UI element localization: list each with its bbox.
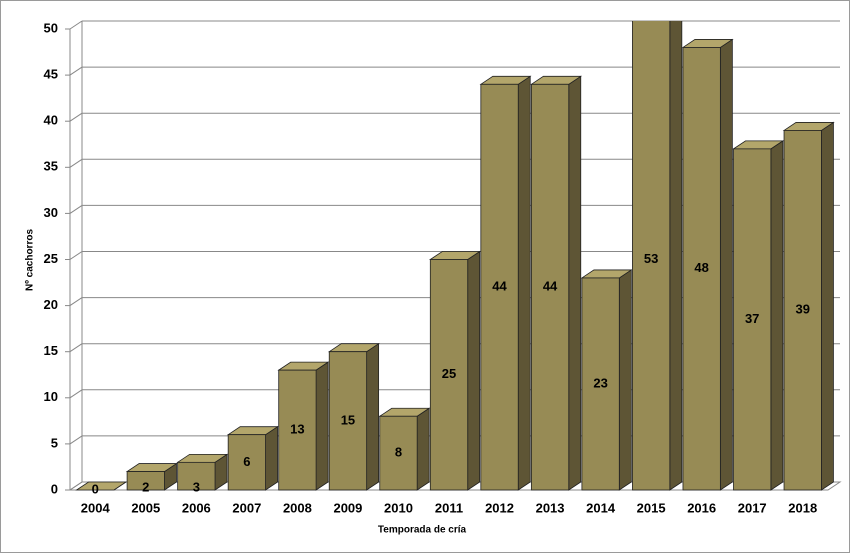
bar	[681, 38, 734, 491]
grid-line	[69, 20, 83, 30]
bar-side	[669, 21, 683, 491]
x-tick-label: 2008	[283, 500, 312, 515]
bar-front	[682, 47, 721, 491]
value-label: 53	[644, 251, 658, 266]
bar-front	[632, 21, 671, 491]
grid-line	[69, 389, 83, 399]
bar	[530, 75, 583, 491]
x-tick-label: 2014	[586, 500, 616, 515]
bar-front	[328, 351, 368, 491]
y-tick-label: 25	[44, 251, 58, 266]
grid-line	[69, 481, 83, 491]
bar-side	[719, 38, 733, 491]
value-label: 44	[492, 279, 507, 294]
y-tick-label: 5	[51, 435, 58, 450]
x-tick-label: 2007	[232, 500, 261, 515]
bar-front	[126, 471, 165, 491]
bar-side	[568, 75, 582, 491]
bar-side	[416, 407, 430, 491]
bar	[226, 425, 279, 491]
grid-line	[69, 251, 83, 260]
bar	[176, 453, 229, 491]
bar	[782, 121, 835, 491]
value-label: 15	[341, 412, 355, 427]
x-tick-label: 2010	[384, 500, 413, 515]
x-tick-label: 2011	[435, 500, 463, 515]
x-axis-title: Temporada de cría	[378, 525, 467, 536]
bar	[732, 140, 785, 491]
bar	[277, 361, 330, 491]
bar-front	[581, 277, 620, 491]
grid-line	[69, 297, 83, 307]
bar-front	[783, 130, 822, 491]
value-label: 8	[395, 445, 402, 460]
value-label: 37	[745, 311, 759, 326]
value-label: 6	[243, 454, 250, 469]
grid-line	[69, 158, 83, 168]
y-tick-label: 45	[44, 67, 58, 82]
bar-front	[227, 434, 266, 491]
x-tick-label: 2018	[788, 500, 817, 515]
y-tick-label: 35	[44, 159, 58, 174]
value-label: 48	[694, 260, 708, 275]
bar-side	[821, 121, 834, 491]
bar	[632, 21, 683, 491]
bar-side	[618, 269, 632, 491]
bar-side	[315, 361, 329, 491]
value-label: 0	[92, 481, 99, 496]
value-label: 25	[442, 366, 456, 381]
value-label: 3	[193, 479, 200, 494]
bar-side	[265, 425, 278, 491]
bar-front	[530, 83, 570, 491]
bar	[75, 481, 128, 491]
x-tick-label: 2015	[637, 500, 666, 515]
grid-line	[69, 66, 83, 76]
bar-front	[278, 369, 317, 491]
bar-front	[379, 415, 418, 491]
x-tick-label: 2006	[182, 500, 211, 515]
bar	[378, 407, 431, 491]
bar-side	[517, 75, 531, 491]
value-label: 44	[543, 279, 558, 294]
grid-line	[69, 343, 83, 353]
y-tick-label: 30	[44, 205, 58, 220]
bar-front	[480, 83, 519, 491]
value-label: 13	[290, 422, 304, 437]
bar-side	[770, 140, 784, 491]
bar-side	[467, 250, 481, 491]
bar-side	[366, 342, 380, 491]
bar-front	[733, 148, 772, 491]
x-tick-label: 2012	[485, 500, 514, 515]
bar	[479, 75, 532, 491]
x-tick-label: 2017	[738, 500, 767, 515]
bar	[125, 462, 178, 491]
value-label: 2	[142, 479, 149, 494]
value-label: 23	[593, 375, 607, 390]
grid-line	[69, 435, 83, 445]
bar-front	[177, 461, 216, 491]
x-tick-label: 2004	[81, 500, 111, 515]
grid-line	[69, 112, 83, 122]
value-label: 39	[795, 302, 809, 317]
y-tick-label: 0	[51, 481, 58, 496]
bar	[327, 342, 380, 491]
bar-front	[429, 259, 469, 491]
x-tick-label: 2016	[687, 500, 716, 515]
y-axis-title: Nº cachorros	[25, 229, 36, 291]
bar	[580, 269, 633, 491]
grid-line	[69, 204, 83, 214]
y-tick-label: 40	[44, 113, 58, 128]
bar-top	[75, 481, 128, 491]
y-tick-label: 15	[44, 343, 58, 358]
x-tick-label: 2013	[536, 500, 565, 515]
bar	[428, 250, 482, 491]
y-tick-label: 20	[44, 297, 58, 312]
x-tick-label: 2009	[333, 500, 362, 515]
y-tick-label: 50	[44, 20, 58, 35]
x-tick-label: 2005	[131, 500, 160, 515]
y-tick-label: 10	[44, 389, 58, 404]
